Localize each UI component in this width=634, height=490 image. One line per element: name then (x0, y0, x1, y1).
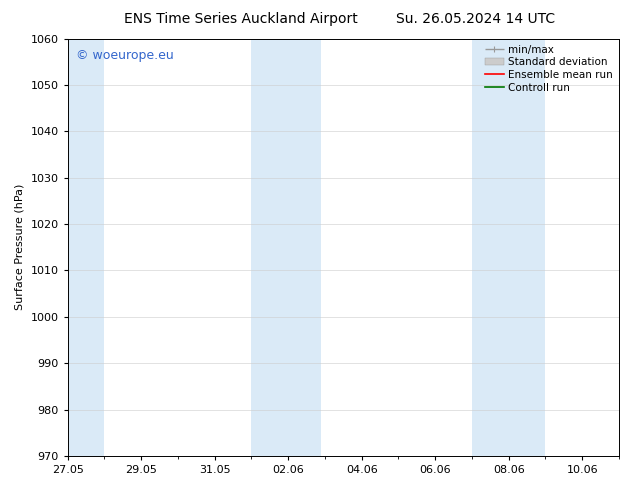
Bar (252, 39, 321, 456)
Legend: min/max, Standard deviation, Ensemble mean run, Controll run: min/max, Standard deviation, Ensemble me… (481, 41, 617, 97)
Bar (64, 39, 105, 456)
Text: Su. 26.05.2024 14 UTC: Su. 26.05.2024 14 UTC (396, 12, 555, 26)
Text: © woeurope.eu: © woeurope.eu (76, 49, 174, 62)
Bar (472, 39, 545, 456)
Text: ENS Time Series Auckland Airport: ENS Time Series Auckland Airport (124, 12, 358, 26)
Y-axis label: Surface Pressure (hPa): Surface Pressure (hPa) (15, 184, 25, 311)
